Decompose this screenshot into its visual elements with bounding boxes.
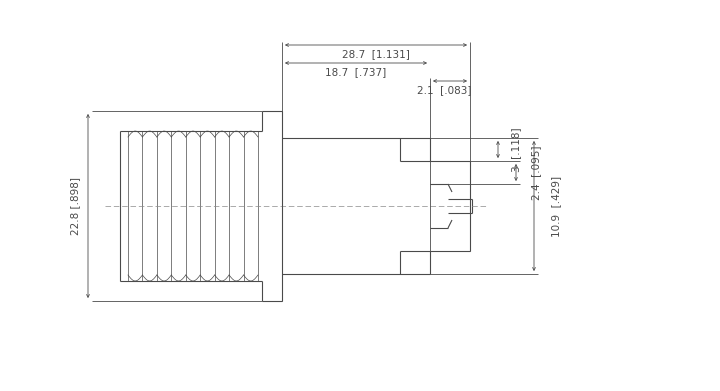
Text: 22.8 [.898]: 22.8 [.898] <box>70 177 80 235</box>
Text: 3  [.118]: 3 [.118] <box>511 127 521 172</box>
Text: 2.1  [.083]: 2.1 [.083] <box>417 85 472 95</box>
Text: 28.7  [1.131]: 28.7 [1.131] <box>342 49 410 59</box>
Text: 2.4  [.095]: 2.4 [.095] <box>531 145 541 200</box>
Text: 18.7  [.737]: 18.7 [.737] <box>325 67 387 77</box>
Text: 10.9  [.429]: 10.9 [.429] <box>551 176 561 237</box>
